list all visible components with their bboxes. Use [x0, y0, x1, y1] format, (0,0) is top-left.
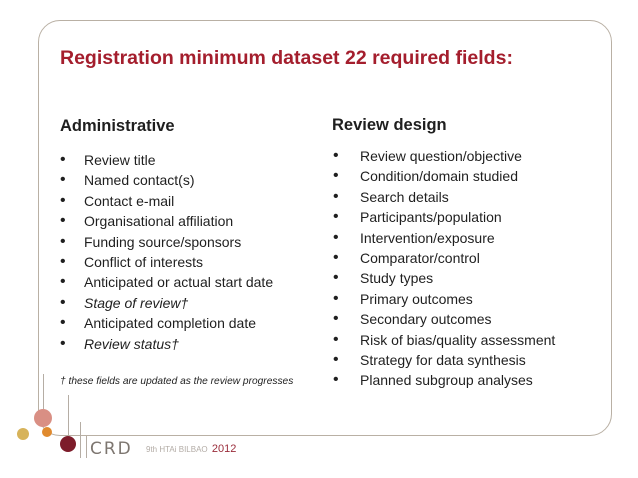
bullet-icon: •	[333, 330, 339, 348]
list-item-text: Funding source/sponsors	[84, 233, 242, 250]
bullet-icon: •	[333, 228, 339, 246]
list-item-text: Condition/domain studied	[360, 168, 518, 185]
decor-stem	[43, 374, 44, 409]
list-item: • Contact e-mail	[60, 191, 273, 211]
list-item-text: Intervention/exposure	[360, 229, 495, 246]
bullet-icon: •	[333, 208, 339, 226]
bullet-icon: •	[60, 273, 66, 291]
slide-frame	[38, 20, 612, 436]
bullet-icon: •	[333, 147, 339, 164]
decor-circle-icon	[34, 409, 52, 427]
bullet-icon: •	[60, 334, 66, 352]
bullet-icon: •	[60, 151, 66, 168]
bullet-icon: •	[333, 248, 339, 266]
list-item: • Named contact(s)	[60, 170, 273, 190]
bullet-icon: •	[60, 191, 66, 209]
decor-circle-icon	[42, 427, 52, 437]
bullet-icon: •	[333, 289, 339, 307]
list-item-text: Stage of review†	[84, 294, 189, 311]
bullet-icon: •	[333, 269, 339, 287]
list-item-text: Organisational affiliation	[84, 213, 234, 230]
conference-logo: 9th HTAi BILBAO 2012	[146, 443, 236, 455]
conference-logo-text: 9th HTAi BILBAO	[146, 445, 208, 454]
decor-stem	[80, 422, 81, 458]
list-item: • Participants/population	[333, 207, 555, 227]
review-design-heading: Review design	[332, 116, 447, 134]
list-item: • Secondary outcomes	[333, 309, 555, 329]
list-item: • Planned subgroup analyses	[333, 370, 555, 390]
conference-logo-year: 2012	[211, 443, 237, 455]
list-item-text: Comparator/control	[360, 249, 480, 266]
decor-circle-icon	[17, 428, 29, 440]
list-item: • Search details	[333, 187, 555, 207]
slide-title: Registration minimum dataset 22 required…	[60, 47, 513, 69]
review-design-list: • Review question/objective • Condition/do…	[333, 146, 555, 391]
list-item-text: Study types	[360, 270, 434, 287]
list-item: • Conflict of interests	[60, 252, 273, 272]
list-item-text: Strategy for data synthesis	[360, 351, 526, 368]
bullet-icon: •	[333, 187, 339, 205]
bullet-icon: •	[60, 232, 66, 250]
list-item: • Intervention/exposure	[333, 228, 555, 248]
list-item-text: Anticipated or actual start date	[84, 274, 274, 291]
list-item: • Study types	[333, 268, 555, 288]
list-item-text: Secondary outcomes	[360, 311, 492, 328]
list-item: • Comparator/control	[333, 248, 555, 268]
list-item-text: Planned subgroup analyses	[360, 372, 533, 389]
list-item: • Risk of bias/quality assessment	[333, 330, 555, 350]
bullet-icon: •	[333, 310, 339, 328]
list-item-text: Anticipated completion date	[84, 315, 256, 332]
list-item: • Strategy for data synthesis	[333, 350, 555, 370]
list-item: • Review status†	[60, 334, 273, 354]
crd-logo: CRD	[90, 439, 133, 459]
list-item: • Funding source/sponsors	[60, 232, 273, 252]
decor-circle-icon	[60, 436, 76, 452]
list-item-text: Review title	[84, 152, 156, 168]
bullet-icon: •	[60, 171, 66, 189]
list-item-text: Review status†	[84, 335, 179, 352]
decor-stem	[86, 436, 87, 458]
decor-stem	[68, 395, 69, 436]
list-item: • Anticipated completion date	[60, 313, 273, 333]
administrative-list: • Review title • Named contact(s) • Contact…	[60, 150, 273, 354]
bullet-icon: •	[60, 293, 66, 311]
list-item-text: Primary outcomes	[360, 290, 473, 307]
bullet-icon: •	[60, 252, 66, 270]
list-item-text: Named contact(s)	[84, 172, 195, 189]
bullet-icon: •	[60, 212, 66, 230]
list-item-text: Review question/objective	[360, 148, 522, 164]
list-item: • Primary outcomes	[333, 289, 555, 309]
list-item: • Anticipated or actual start date	[60, 272, 273, 292]
list-item: • Review question/objective	[333, 146, 555, 166]
bullet-icon: •	[333, 371, 339, 389]
list-item: • Condition/domain studied	[333, 166, 555, 186]
administrative-heading: Administrative	[60, 117, 175, 135]
bullet-icon: •	[333, 167, 339, 185]
list-item-text: Contact e-mail	[84, 192, 175, 209]
list-item-text: Conflict of interests	[84, 253, 204, 270]
list-item-text: Risk of bias/quality assessment	[360, 331, 556, 348]
list-item: • Review title	[60, 150, 273, 170]
list-item-text: Participants/population	[360, 209, 502, 226]
list-item: • Stage of review†	[60, 293, 273, 313]
list-item: • Organisational affiliation	[60, 211, 273, 231]
list-item-text: Search details	[360, 188, 449, 205]
bullet-icon: •	[333, 350, 339, 368]
footnote: † these fields are updated as the review…	[60, 376, 294, 387]
bullet-icon: •	[60, 314, 66, 332]
